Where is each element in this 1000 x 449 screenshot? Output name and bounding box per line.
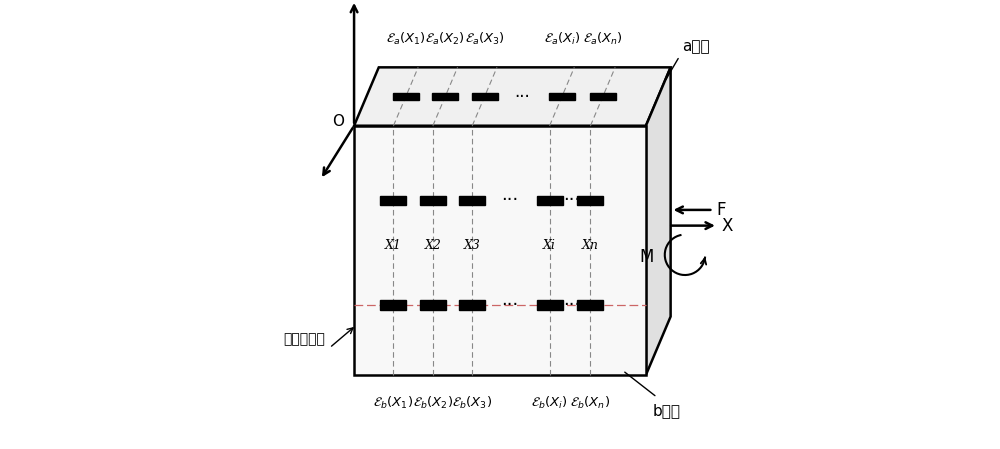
Text: ···: ··· xyxy=(563,296,580,314)
Text: $\mathcal{E}_a(X_2)$: $\mathcal{E}_a(X_2)$ xyxy=(425,31,465,47)
Polygon shape xyxy=(354,67,671,126)
Text: ···: ··· xyxy=(502,191,519,210)
Polygon shape xyxy=(420,300,446,310)
Text: O: O xyxy=(332,114,344,129)
Text: Xn: Xn xyxy=(582,239,599,252)
Text: $\mathcal{E}_b(X_i)$: $\mathcal{E}_b(X_i)$ xyxy=(531,395,568,411)
Polygon shape xyxy=(432,93,458,100)
Text: X: X xyxy=(721,216,733,235)
Text: $\mathcal{E}_a(X_3)$: $\mathcal{E}_a(X_3)$ xyxy=(465,31,505,47)
Text: $\mathcal{E}_a(X_n)$: $\mathcal{E}_a(X_n)$ xyxy=(583,31,623,47)
Polygon shape xyxy=(646,67,671,375)
Polygon shape xyxy=(549,93,575,100)
Text: F: F xyxy=(717,201,726,219)
Polygon shape xyxy=(380,300,406,310)
Polygon shape xyxy=(380,196,406,206)
Text: $\mathcal{E}_a(X_1)$: $\mathcal{E}_a(X_1)$ xyxy=(386,31,426,47)
Polygon shape xyxy=(354,126,646,375)
Polygon shape xyxy=(590,93,616,100)
Text: $\mathcal{E}_b(X_3)$: $\mathcal{E}_b(X_3)$ xyxy=(452,395,492,411)
Polygon shape xyxy=(459,196,485,206)
Text: $\mathcal{E}_b(X_n)$: $\mathcal{E}_b(X_n)$ xyxy=(570,395,611,411)
Text: 左端面固定: 左端面固定 xyxy=(284,332,326,346)
Text: ···: ··· xyxy=(515,88,530,106)
Text: X1: X1 xyxy=(385,239,402,252)
Text: M: M xyxy=(639,248,654,266)
Polygon shape xyxy=(420,196,446,206)
Polygon shape xyxy=(393,93,419,100)
Polygon shape xyxy=(537,196,563,206)
Text: ···: ··· xyxy=(563,191,580,210)
Polygon shape xyxy=(537,300,563,310)
Text: ···: ··· xyxy=(502,296,519,314)
Text: $\mathcal{E}_b(X_1)$: $\mathcal{E}_b(X_1)$ xyxy=(373,395,414,411)
Text: X3: X3 xyxy=(464,239,481,252)
Text: $\mathcal{E}_a(X_i)$: $\mathcal{E}_a(X_i)$ xyxy=(544,31,580,47)
Text: Xi: Xi xyxy=(543,239,556,252)
Text: $\mathcal{E}_b(X_2)$: $\mathcal{E}_b(X_2)$ xyxy=(413,395,453,411)
Polygon shape xyxy=(472,93,498,100)
Text: b表面: b表面 xyxy=(653,403,681,418)
Polygon shape xyxy=(577,300,603,310)
Text: X2: X2 xyxy=(424,239,441,252)
Polygon shape xyxy=(459,300,485,310)
Polygon shape xyxy=(577,196,603,206)
Text: a表面: a表面 xyxy=(682,40,709,55)
